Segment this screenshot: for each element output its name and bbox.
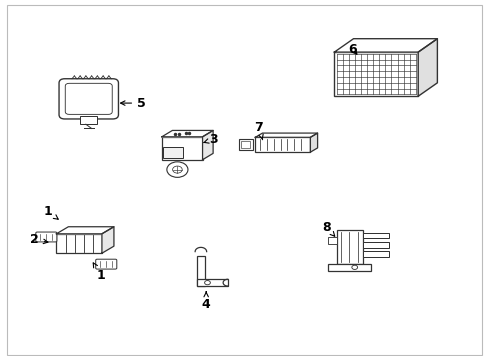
- FancyBboxPatch shape: [96, 259, 117, 269]
- FancyBboxPatch shape: [36, 232, 57, 242]
- Polygon shape: [255, 133, 317, 137]
- Text: 6: 6: [348, 43, 356, 56]
- Polygon shape: [202, 130, 213, 160]
- Text: 3: 3: [203, 133, 217, 146]
- Polygon shape: [310, 133, 317, 152]
- Bar: [363, 233, 388, 238]
- Text: 5: 5: [121, 96, 145, 109]
- Bar: [241, 141, 250, 148]
- Bar: [363, 251, 388, 257]
- Polygon shape: [417, 39, 436, 96]
- Text: 1: 1: [43, 205, 58, 219]
- Polygon shape: [334, 39, 436, 52]
- Text: 7: 7: [254, 121, 263, 140]
- Polygon shape: [162, 130, 213, 137]
- Bar: [363, 242, 388, 248]
- FancyBboxPatch shape: [59, 79, 118, 119]
- Bar: [162, 137, 202, 160]
- Bar: [327, 264, 371, 271]
- Bar: [327, 237, 336, 244]
- Text: 8: 8: [322, 221, 334, 236]
- Bar: [196, 256, 205, 286]
- Bar: [56, 234, 102, 253]
- Bar: [336, 230, 363, 264]
- Text: 4: 4: [202, 292, 210, 311]
- Bar: [334, 52, 417, 96]
- Polygon shape: [56, 227, 114, 234]
- Text: 2: 2: [30, 234, 48, 247]
- Bar: [80, 117, 97, 124]
- Bar: [163, 147, 183, 158]
- Bar: [255, 137, 310, 152]
- Polygon shape: [102, 227, 114, 253]
- Bar: [196, 279, 227, 286]
- Text: 1: 1: [93, 263, 105, 282]
- Bar: [238, 139, 252, 150]
